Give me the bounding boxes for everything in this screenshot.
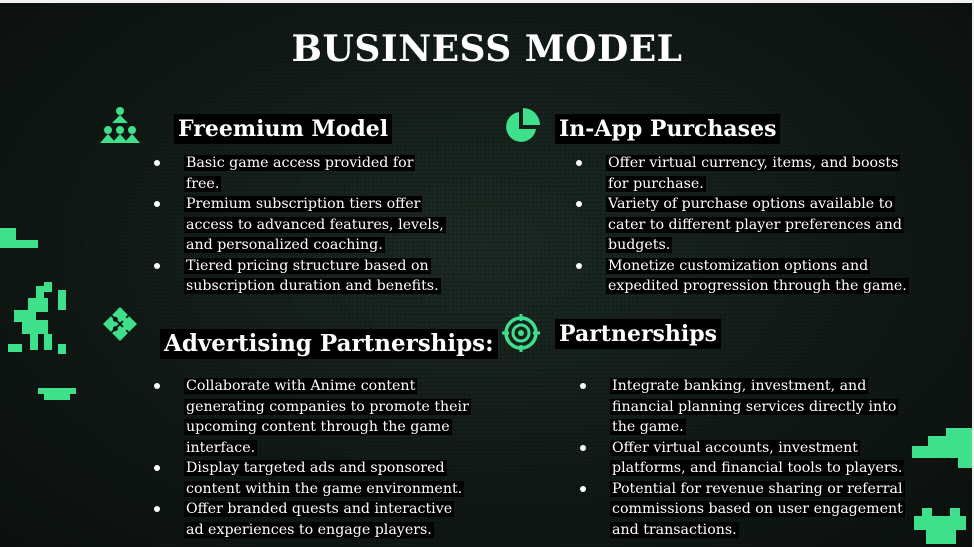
- advertising-partnerships-heading: Advertising Partnerships:: [160, 329, 498, 359]
- in-app-purchases-list: Offer virtual currency, items, and boost…: [572, 153, 912, 297]
- pie-chart-icon: [502, 108, 540, 146]
- puzzle-icon: [100, 304, 140, 344]
- list-item: Premium subscription tiers offer access …: [150, 194, 450, 256]
- list-item: Variety of purchase options available to…: [572, 194, 912, 256]
- target-icon: [502, 314, 540, 352]
- list-item: Basic game access provided for free.: [150, 153, 450, 194]
- partnerships-list: Integrate banking, investment, and finan…: [576, 376, 916, 540]
- page-title: BUSINESS MODEL: [291, 28, 683, 70]
- list-item: Tiered pricing structure based on subscr…: [150, 256, 450, 297]
- list-item: Offer virtual currency, items, and boost…: [572, 153, 912, 194]
- list-item: Offer branded quests and interactive ad …: [150, 499, 470, 540]
- list-item: Offer virtual accounts, investment platf…: [576, 438, 916, 479]
- freemium-heading: Freemium Model: [174, 114, 393, 144]
- in-app-purchases-heading: In-App Purchases: [555, 114, 781, 144]
- list-item: Collaborate with Anime content generatin…: [150, 376, 471, 458]
- people-hierarchy-icon: [100, 106, 140, 146]
- list-item: Monetize customization options and exped…: [572, 256, 912, 297]
- partnerships-heading: Partnerships: [555, 319, 722, 349]
- freemium-list: Basic game access provided for free. Pre…: [150, 153, 450, 297]
- list-item: Potential for revenue sharing or referra…: [576, 479, 916, 541]
- advertising-partnerships-list: Collaborate with Anime content generatin…: [150, 376, 471, 540]
- list-item: Display targeted ads and sponsored conte…: [150, 458, 470, 499]
- list-item: Integrate banking, investment, and finan…: [576, 376, 916, 438]
